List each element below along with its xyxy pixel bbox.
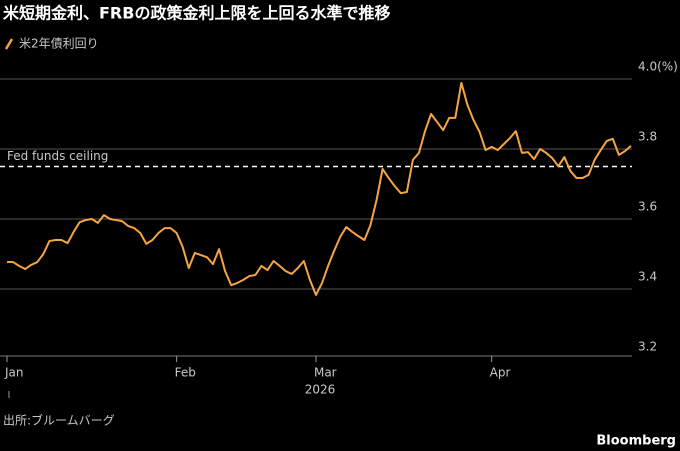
y-tick-label: 3.6 (638, 200, 657, 214)
chart-title: 米短期金利、FRBの政策金利上限を上回る水準で推移 (3, 4, 390, 23)
y-tick-label: 3.4 (638, 270, 657, 284)
series-line (7, 81, 632, 296)
x-tick-label: Mar (314, 366, 337, 380)
x-year-label: 2026 (305, 383, 336, 397)
x-tick-label: Feb (175, 366, 196, 380)
reference-label: Fed funds ceiling (7, 149, 108, 163)
legend-label: 米2年債利回り (19, 36, 99, 51)
brand: Bloomberg (596, 434, 676, 449)
x-tick-label: Jan (4, 366, 24, 380)
legend-swatch (4, 38, 14, 50)
y-tick-label: 3.2 (638, 340, 657, 354)
source: 出所:ブルームバーグ (3, 413, 115, 428)
y-tick-label: 4.0(%) (638, 60, 678, 74)
y-tick-label: 3.8 (638, 130, 657, 144)
x-tick-label: Apr (490, 366, 511, 380)
